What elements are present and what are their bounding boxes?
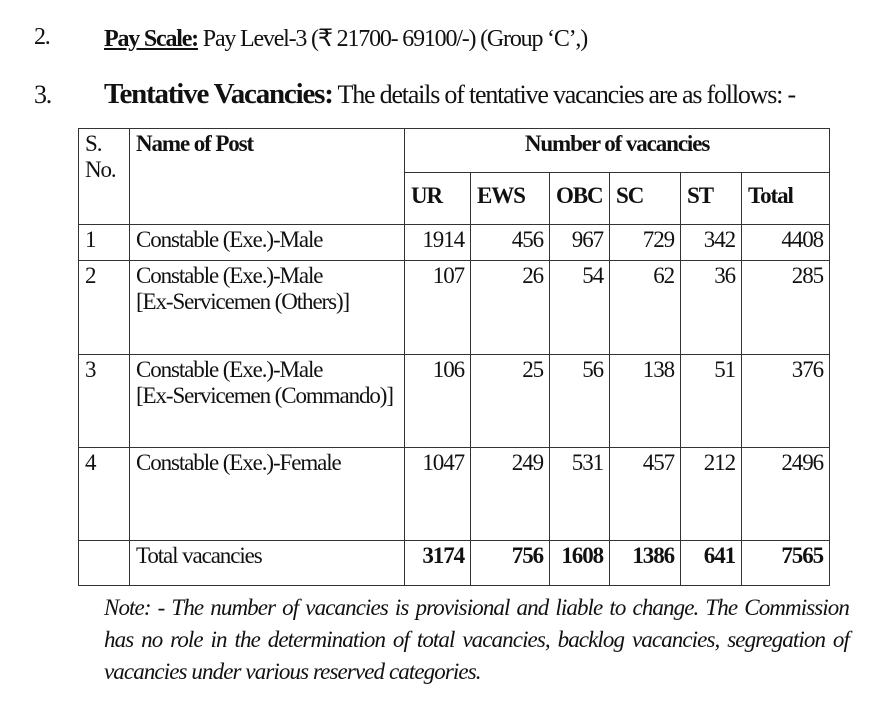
row-value: 456	[470, 224, 550, 261]
row-value: 36	[680, 260, 742, 355]
header-post: Name of Post	[129, 128, 405, 225]
row-post: Constable (Exe.)-Male [Ex-Servicemen (Com…	[129, 354, 405, 448]
row-value: 967	[549, 224, 610, 261]
row-post: Constable (Exe.)-Male	[129, 224, 405, 261]
vacancies-text: The details of tentative vacancies are a…	[337, 80, 797, 109]
item-number-3: 3.	[34, 80, 52, 109]
row-post: Constable (Exe.)-Female	[129, 447, 405, 541]
header-total: Total	[741, 172, 830, 225]
row-value: 4408	[741, 224, 830, 261]
row-value: 1047	[404, 447, 471, 541]
row-value: 1914	[404, 224, 471, 261]
row-value: 457	[609, 447, 681, 541]
total-st: 641	[680, 540, 742, 586]
vacancies-line: Tentative Vacancies: The details of tent…	[104, 78, 797, 111]
header-obc: OBC	[549, 172, 610, 225]
post-name-line: Constable (Exe.)-Male	[136, 263, 323, 288]
row-value: 138	[609, 354, 681, 448]
table-row: 3 Constable (Exe.)-Male [Ex-Servicemen (Co…	[78, 354, 830, 448]
row-value: 212	[680, 447, 742, 541]
row-value: 107	[404, 260, 471, 355]
row-value: 249	[470, 447, 550, 541]
total-ur: 3174	[404, 540, 471, 586]
post-name-line: Constable (Exe.)-Female	[136, 450, 342, 475]
header-st: ST	[680, 172, 742, 225]
post-name-line: [Ex-Servicemen (Others)]	[136, 289, 350, 314]
row-value: 376	[741, 354, 830, 448]
row-value: 285	[741, 260, 830, 355]
table-row: 1 Constable (Exe.)-Male 1914 456 967 729 342 44…	[78, 224, 830, 261]
vacancies-heading: Tentative Vacancies:	[104, 78, 334, 110]
header-ews: EWS	[470, 172, 550, 225]
total-total: 7565	[741, 540, 830, 586]
header-sc: SC	[609, 172, 681, 225]
total-label: Total vacancies	[129, 540, 405, 586]
row-post: Constable (Exe.)-Male [Ex-Servicemen (Oth…	[129, 260, 405, 355]
post-name-line: [Ex-Servicemen (Commando)]	[136, 383, 394, 408]
row-value: 26	[470, 260, 550, 355]
row-value: 25	[470, 354, 550, 448]
row-value: 342	[680, 224, 742, 261]
note-text: Note: - The number of vacancies is provi…	[104, 595, 850, 684]
row-value: 51	[680, 354, 742, 448]
pay-scale-text: Pay Level-3 (₹ 21700- 69100/-) (Group ‘C…	[202, 26, 588, 52]
pay-scale-heading: Pay Scale:	[104, 26, 199, 52]
row-value: 531	[549, 447, 610, 541]
header-ur: UR	[404, 172, 471, 225]
total-ews: 756	[470, 540, 550, 586]
total-row: Total vacancies 3174 756 1608 1386 641 7…	[78, 540, 830, 586]
item-number-2: 2.	[34, 24, 51, 50]
pay-scale-line: Pay Scale: Pay Level-3 (₹ 21700- 69100/-…	[104, 24, 588, 53]
total-sc: 1386	[609, 540, 681, 586]
row-value: 2496	[741, 447, 830, 541]
row-value: 56	[549, 354, 610, 448]
post-name-line: Constable (Exe.)-Male	[136, 227, 323, 252]
header-sno: S. No.	[78, 128, 130, 225]
row-sno: 4	[78, 447, 130, 541]
row-sno: 3	[78, 354, 130, 448]
table-row: 4 Constable (Exe.)-Female 1047 249 531 457 212…	[78, 447, 830, 541]
row-sno: 1	[78, 224, 130, 261]
table-row: 2 Constable (Exe.)-Male [Ex-Servicemen (Ot…	[78, 260, 830, 355]
total-sno	[78, 540, 130, 586]
total-obc: 1608	[549, 540, 610, 586]
row-value: 54	[549, 260, 610, 355]
row-value: 62	[609, 260, 681, 355]
vacancies-table: S. No. Name of Post Number of vacancies …	[78, 128, 830, 586]
row-sno: 2	[78, 260, 130, 355]
row-value: 106	[404, 354, 471, 448]
row-value: 729	[609, 224, 681, 261]
header-number-of-vacancies: Number of vacancies	[404, 128, 830, 173]
post-name-line: Constable (Exe.)-Male	[136, 357, 323, 382]
